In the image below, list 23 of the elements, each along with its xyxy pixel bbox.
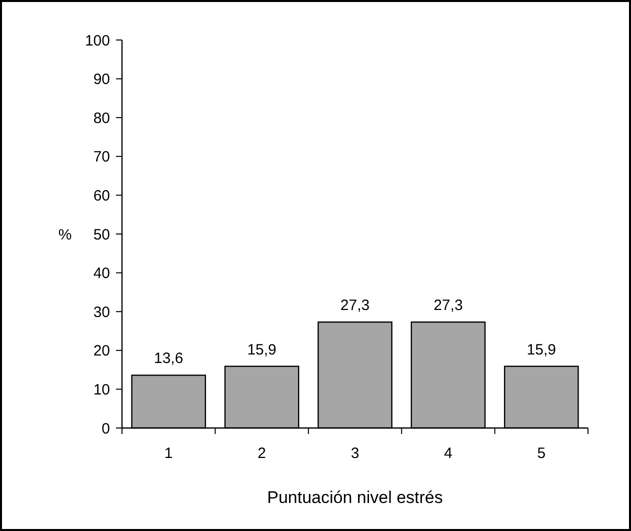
data-label: 15,9 — [526, 341, 556, 358]
x-axis-title: Puntuación nivel estrés — [267, 488, 443, 507]
y-tick-label: 40 — [93, 265, 110, 282]
y-tick-label: 0 — [102, 420, 110, 438]
x-tick-label: 2 — [258, 445, 266, 462]
x-tick-label: 5 — [537, 445, 546, 462]
y-tick-label: 60 — [93, 187, 110, 204]
y-tick-label: 80 — [93, 110, 110, 127]
y-tick-label: 10 — [93, 381, 110, 398]
y-axis-title: % — [58, 226, 72, 244]
y-tick-label: 90 — [93, 71, 110, 88]
data-label: 27,3 — [340, 297, 370, 314]
y-tick-label: 70 — [93, 148, 110, 166]
x-tick-label: 4 — [444, 445, 452, 462]
y-tick-label: 20 — [93, 342, 110, 360]
data-label: 13,6 — [154, 350, 184, 368]
y-tick-label: 50 — [93, 226, 110, 244]
y-tick-label: 100 — [84, 32, 110, 50]
y-tick-label: 30 — [93, 304, 110, 321]
x-tick-label: 1 — [164, 445, 173, 462]
data-label: 27,3 — [434, 297, 463, 314]
x-tick-label: 3 — [350, 445, 360, 462]
data-label: 15,9 — [247, 341, 276, 358]
